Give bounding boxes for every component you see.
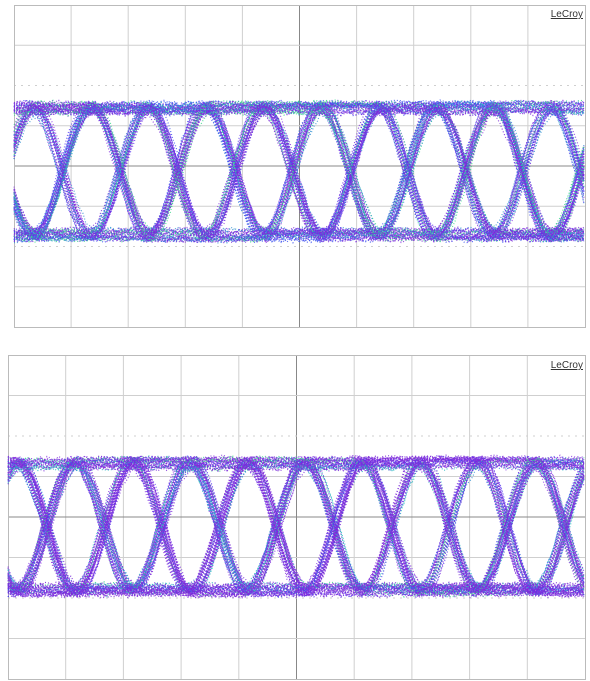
scope-panel: LeCroy (14, 5, 586, 328)
scope-screens: LeCroy LeCroy (0, 0, 590, 681)
scope-panel: LeCroy (8, 355, 586, 680)
page: LeCroy LeCroy (() => { const data = JSON… (0, 0, 590, 681)
brand-label: LeCroy (551, 9, 583, 20)
brand-label: LeCroy (551, 360, 583, 371)
